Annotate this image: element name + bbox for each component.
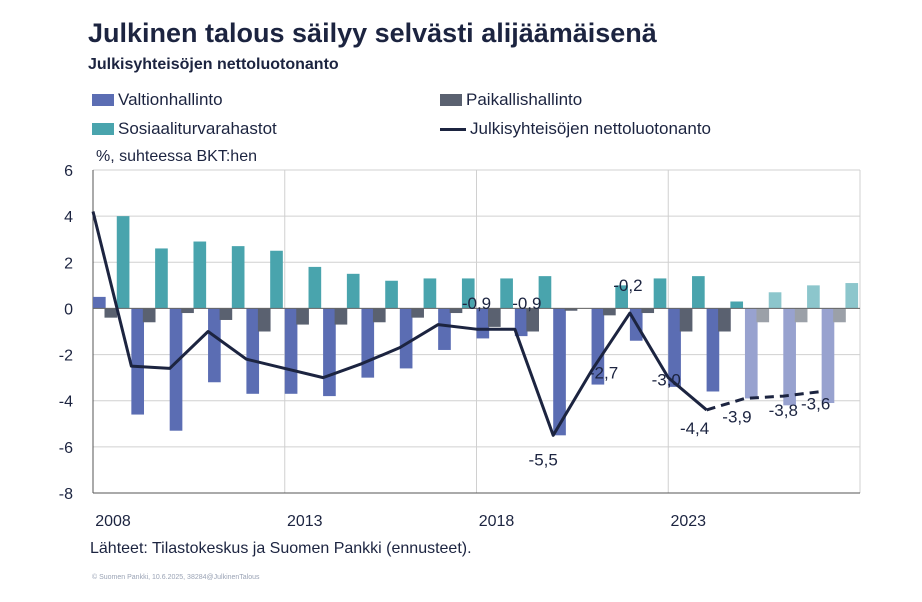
y-tick-label: -6 — [59, 440, 73, 457]
bar-local — [219, 308, 233, 320]
legend-swatch-net — [440, 127, 466, 131]
bar-central — [438, 308, 451, 350]
bar-central — [361, 308, 375, 378]
bar-central — [208, 308, 221, 383]
bar-social — [730, 301, 744, 309]
y-tick-label: -8 — [59, 486, 73, 503]
legend-label-net: Julkisyhteisöjen nettoluotonanto — [470, 119, 711, 138]
legend-label-local: Paikallishallinto — [466, 90, 583, 109]
legend-swatch-local — [440, 94, 462, 106]
x-tick-label: 2023 — [670, 513, 706, 530]
data-label: -3,6 — [801, 394, 830, 413]
bar-central — [553, 308, 566, 436]
data-label: -0,2 — [613, 276, 642, 295]
y-tick-label: 2 — [64, 255, 73, 272]
bar-social — [653, 278, 667, 309]
bar-local — [257, 308, 271, 332]
bar-central — [169, 308, 183, 431]
y-axis-unit-label: %, suhteessa BKT:hen — [96, 148, 257, 165]
bar-social — [807, 285, 820, 309]
bar-local — [603, 308, 616, 316]
bar-local — [488, 308, 501, 327]
data-label: -3,9 — [722, 407, 751, 426]
bar-local — [181, 308, 194, 314]
legend-item-local: Paikallishallinto — [440, 90, 582, 110]
bar-local — [833, 308, 846, 323]
x-tick-label: 2018 — [479, 513, 515, 530]
bar-central — [246, 308, 260, 394]
bar-local — [679, 308, 693, 332]
copyright-note: © Suomen Pankki, 10.6.2025, 38284@Julkin… — [92, 574, 260, 581]
bar-local — [142, 308, 156, 323]
bar-central — [399, 308, 413, 369]
bar-central — [323, 308, 336, 397]
bar-local — [296, 308, 309, 325]
net-lending-forecast-line — [706, 389, 822, 412]
bar-central — [93, 296, 106, 309]
y-tick-label: -2 — [59, 348, 73, 365]
bar-local — [449, 308, 463, 314]
bar-central — [668, 308, 681, 387]
bar-social — [768, 292, 782, 309]
bar-social — [270, 250, 283, 309]
y-tick-label: 0 — [64, 301, 73, 318]
bar-local — [372, 308, 386, 323]
chart-subtitle: Julkisyhteisöjen nettoluotonanto — [88, 56, 339, 73]
x-tick-label: 2008 — [95, 513, 131, 530]
bar-social — [500, 278, 513, 309]
bar-local — [564, 308, 578, 311]
legend-label-central: Valtionhallinto — [118, 90, 223, 109]
bar-central — [284, 308, 298, 394]
bar-local — [411, 308, 424, 318]
bar-local — [718, 308, 731, 332]
bar-central — [514, 308, 528, 337]
bar-local — [756, 308, 770, 323]
x-tick-label: 2013 — [287, 513, 323, 530]
bar-social — [461, 278, 475, 309]
data-label: -2,7 — [589, 364, 618, 383]
data-label: -3,0 — [652, 371, 681, 390]
legend-swatch-central — [92, 94, 114, 106]
legend-item-net: Julkisyhteisöjen nettoluotonanto — [440, 119, 711, 139]
bar-central — [131, 308, 145, 415]
data-label: -4,4 — [680, 419, 709, 438]
source-note: Lähteet: Tilastokeskus ja Suomen Pankki … — [90, 540, 472, 557]
bar-central — [821, 308, 835, 404]
bar-local — [334, 308, 348, 325]
bar-central — [744, 308, 758, 399]
y-tick-label: -4 — [59, 394, 73, 411]
data-label: -3,8 — [769, 401, 798, 420]
bar-central — [706, 308, 720, 392]
bar-social — [308, 266, 322, 309]
bar-social — [231, 246, 245, 309]
y-tick-label: 4 — [64, 209, 73, 226]
bar-social — [346, 273, 360, 309]
bar-social — [845, 283, 859, 309]
bar-local — [526, 308, 540, 332]
legend-item-central: Valtionhallinto — [92, 90, 223, 110]
bar-central — [476, 308, 490, 339]
bar-social — [538, 276, 552, 309]
chart-title: Julkinen talous säilyy selvästi alijäämä… — [88, 18, 657, 48]
bar-social — [423, 278, 437, 309]
data-label: -0,9 — [462, 294, 491, 313]
bar-social — [692, 276, 705, 309]
bar-local — [794, 308, 808, 323]
legend-label-social: Sosiaaliturvarahastot — [118, 119, 277, 138]
bar-local — [641, 308, 655, 314]
bar-social — [385, 280, 398, 309]
y-tick-label: 6 — [64, 163, 73, 180]
bar-social — [615, 285, 628, 309]
net-lending-line — [91, 211, 708, 437]
data-label: -0,9 — [512, 294, 541, 313]
bar-central — [783, 308, 796, 406]
bar-local — [104, 308, 118, 318]
legend-item-social: Sosiaaliturvarahastot — [92, 119, 277, 139]
bar-social — [155, 248, 168, 309]
legend-swatch-social — [92, 123, 114, 135]
bar-social — [116, 216, 130, 309]
data-label: -5,5 — [529, 450, 558, 469]
bar-social — [193, 241, 207, 309]
